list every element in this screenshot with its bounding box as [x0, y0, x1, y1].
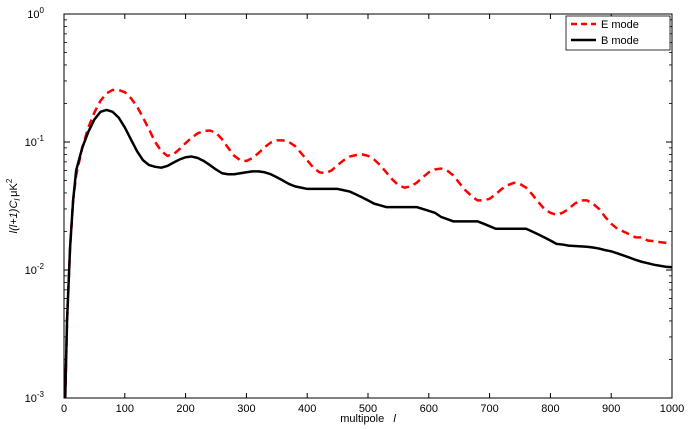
x-axis-label-var: l — [393, 413, 396, 425]
x-axis: 0 100 200 300 400 500 600 700 800 900 1000 — [61, 14, 684, 415]
x-tick-label: 500 — [359, 403, 377, 415]
x-axis-label: multipole l — [340, 413, 396, 425]
x-axis-label-text: multipole — [340, 413, 384, 425]
series-line-b-mode — [63, 108, 673, 399]
y-tick-label: 100 — [27, 6, 44, 21]
plot-area — [63, 13, 673, 399]
x-tick-label: 300 — [237, 403, 255, 415]
y-axis-label-unit-exp: 2 — [5, 178, 14, 183]
x-tick-label: 200 — [176, 403, 194, 415]
y-axis-label-sub: l — [13, 199, 22, 201]
x-tick-label: 100 — [116, 403, 134, 415]
x-tick-label: 700 — [480, 403, 498, 415]
y-axis: 10-3 10-2 10-1 100 — [25, 6, 672, 405]
legend-label-e-mode: E mode — [601, 19, 639, 31]
y-tick-label: 10-2 — [25, 262, 45, 277]
x-tick-label: 600 — [420, 403, 438, 415]
legend-label-b-mode: B mode — [601, 35, 639, 47]
y-axis-label-text: l(l+1)C — [8, 201, 20, 234]
legend-box — [565, 15, 671, 51]
y-tick-label: 10-3 — [25, 390, 45, 405]
y-axis-label-unit: μK — [8, 182, 20, 196]
x-tick-label: 0 — [61, 403, 67, 415]
y-tick-label: 10-1 — [25, 134, 45, 149]
legend: E mode B mode — [565, 15, 671, 51]
x-tick-label: 900 — [602, 403, 620, 415]
series-layer — [63, 88, 673, 399]
x-tick-label: 1000 — [660, 403, 684, 415]
x-tick-label: 800 — [541, 403, 559, 415]
series-line-e-mode — [63, 88, 673, 399]
x-tick-label: 400 — [298, 403, 316, 415]
y-axis-label: l(l+1)Cl μK2 — [5, 178, 22, 233]
